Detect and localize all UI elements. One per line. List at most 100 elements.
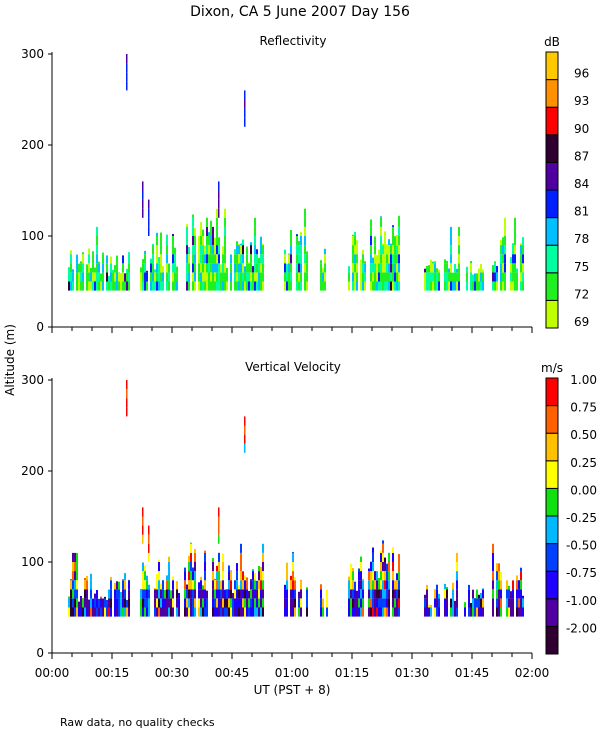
echo-cell [116, 589, 118, 599]
echo-cell [464, 607, 466, 617]
echo-cell [186, 589, 188, 599]
echo-cell [92, 281, 94, 291]
echo-cell [376, 571, 378, 581]
echo-cell [444, 598, 446, 608]
echo-cell [178, 598, 180, 608]
echo-cell [372, 257, 374, 264]
echo-cell [158, 281, 160, 291]
echo-cell [86, 598, 88, 608]
echo-cell [186, 263, 188, 273]
echo-cell [248, 591, 250, 599]
echo-cell [152, 263, 154, 273]
echo-cell [72, 571, 74, 581]
echo-cell [306, 254, 308, 264]
echo-cell [184, 589, 186, 599]
echo-cell [468, 607, 470, 617]
x-tick-label: 02:00 [515, 666, 550, 680]
echo-cell [92, 598, 94, 608]
echo-cell [362, 249, 364, 255]
echo-cell [114, 582, 116, 590]
echo-cell [290, 263, 292, 273]
echo-cell [458, 245, 460, 255]
echo-cell [158, 272, 160, 282]
echo-cell [218, 589, 220, 599]
echo-cell [476, 607, 478, 617]
echo-cell [188, 607, 190, 617]
echo-cell [166, 580, 168, 590]
echo-cell [68, 596, 70, 599]
echo-cell [68, 267, 70, 273]
echo-cell [360, 281, 362, 291]
echo-cell [166, 254, 168, 264]
echo-cell [352, 281, 354, 291]
echo-cell [158, 559, 160, 562]
echo-cell [382, 263, 384, 273]
echo-cell [396, 263, 398, 273]
echo-cell [254, 272, 256, 282]
echo-cell [496, 272, 498, 282]
echo-cell [384, 254, 386, 264]
echo-cell [378, 598, 380, 608]
echo-cell [88, 272, 90, 282]
echo-cell [194, 236, 196, 246]
echo-cell [218, 598, 220, 608]
echo-cell [454, 600, 456, 608]
echo-cell [492, 598, 494, 608]
echo-cell [204, 598, 206, 608]
echo-cell [96, 281, 98, 291]
echo-cell [212, 226, 214, 236]
echo-cell [450, 236, 452, 246]
echo-cell [168, 598, 170, 608]
echo-cell [164, 607, 166, 617]
echo-cell [284, 272, 286, 282]
echo-cell [110, 272, 112, 282]
echo-cell [252, 569, 254, 572]
echo-cell [438, 607, 440, 617]
echo-cell [444, 583, 446, 590]
echo-cell [212, 607, 214, 617]
echo-cell [492, 265, 494, 273]
echo-cell [392, 552, 394, 562]
echo-cell [236, 245, 238, 255]
echo-cell [430, 605, 432, 608]
echo-cell [226, 598, 228, 608]
echo-cell [506, 589, 508, 599]
echo-cell [370, 272, 372, 282]
echo-cell [156, 580, 158, 590]
echo-cell [74, 571, 76, 581]
echo-cell [398, 281, 400, 291]
echo-cell [396, 598, 398, 608]
echo-cell [202, 598, 204, 608]
echo-cell [238, 281, 240, 291]
echo-cell [260, 571, 262, 581]
echo-cell [498, 580, 500, 590]
echo-cell [396, 235, 398, 236]
isolated-echo [126, 72, 128, 82]
echo-cell [238, 263, 240, 273]
echo-cell [398, 272, 400, 282]
echo-cell [354, 232, 356, 236]
echo-cell [218, 607, 220, 617]
echo-cell [522, 281, 524, 291]
echo-cell [200, 222, 202, 227]
echo-cell [116, 581, 118, 590]
echo-cell [92, 272, 94, 282]
echo-cell [492, 281, 494, 291]
echo-cell [238, 589, 240, 599]
echo-cell [248, 263, 250, 273]
echo-cell [224, 607, 226, 617]
echo-cell [384, 598, 386, 608]
echo-cell [252, 598, 254, 608]
echo-cell [90, 272, 92, 282]
chart-title: Dixon, CA 5 June 2007 Day 156 [190, 4, 410, 20]
echo-cell [480, 264, 482, 273]
echo-cell [202, 263, 204, 273]
echo-cell [304, 254, 306, 264]
echo-cell [248, 281, 250, 291]
echo-cell [78, 607, 80, 617]
echo-cell [376, 272, 378, 282]
echo-cell [466, 272, 468, 282]
echo-cell [354, 254, 356, 264]
echo-cell [520, 254, 522, 264]
echo-cell [234, 607, 236, 617]
